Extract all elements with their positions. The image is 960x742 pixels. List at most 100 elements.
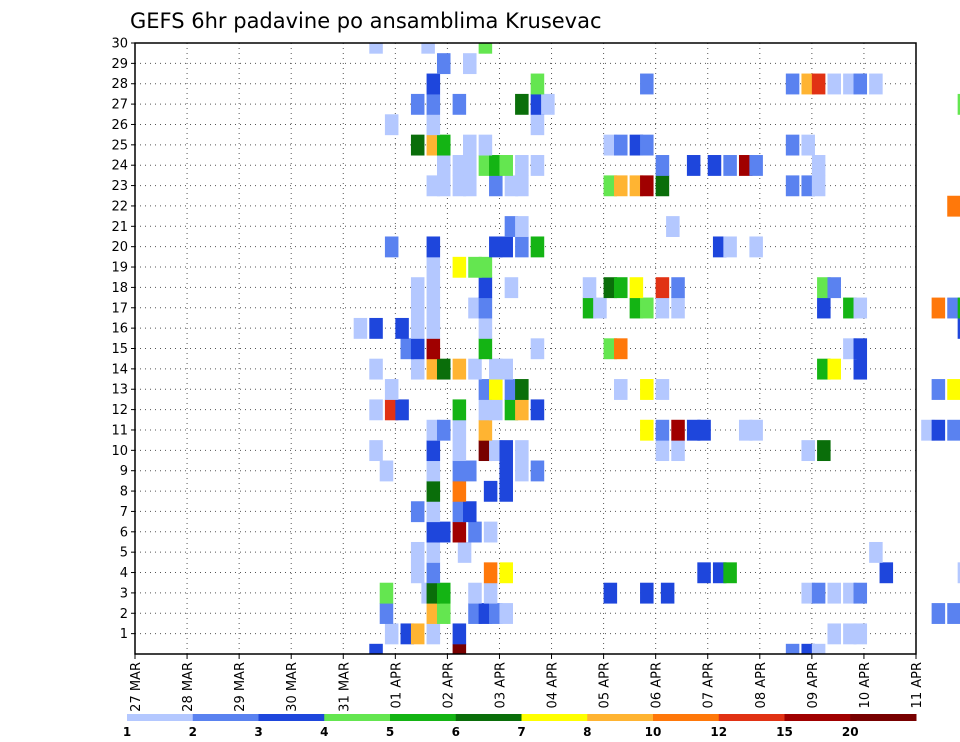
- x-tick-label: 27 MAR: [129, 662, 144, 712]
- data-cell: [931, 379, 946, 400]
- data-cell: [660, 582, 675, 604]
- data-cell: [530, 73, 545, 95]
- data-cell: [947, 603, 960, 624]
- data-cell: [426, 562, 441, 584]
- y-tick-label: 23: [111, 179, 128, 194]
- data-cell: [426, 358, 441, 380]
- y-tick-label: 13: [111, 383, 128, 398]
- data-cell: [655, 155, 670, 176]
- data-cell: [426, 114, 441, 136]
- data-cell: [853, 338, 868, 360]
- data-cell: [410, 358, 425, 380]
- data-cell: [457, 541, 472, 563]
- data-cell: [504, 379, 519, 400]
- data-cell: [426, 419, 441, 441]
- legend-tick-label: 12: [710, 725, 727, 739]
- y-tick-label: 15: [111, 342, 128, 357]
- data-cell: [436, 134, 451, 156]
- data-cell: [530, 114, 545, 136]
- data-cell: [853, 358, 868, 380]
- data-cell: [785, 643, 800, 655]
- data-cell: [478, 440, 493, 462]
- data-cell: [384, 379, 399, 400]
- y-tick-label: 10: [111, 444, 128, 459]
- data-cell: [957, 562, 960, 584]
- x-tick-label: 02 APR: [441, 662, 456, 708]
- y-tick-label: 16: [111, 322, 128, 337]
- data-cell: [499, 480, 513, 502]
- data-cell: [921, 419, 935, 441]
- data-cell: [410, 277, 425, 299]
- data-cell: [801, 175, 815, 197]
- data-cell: [629, 175, 644, 197]
- y-tick-label: 12: [111, 403, 128, 418]
- data-cell: [426, 317, 441, 339]
- data-cell: [478, 379, 493, 400]
- legend-tick-label: 2: [189, 725, 197, 739]
- data-cell: [811, 175, 826, 197]
- data-cell: [463, 501, 477, 523]
- y-tick-label: 11: [111, 423, 128, 438]
- data-cell: [515, 236, 529, 258]
- data-cell: [426, 460, 441, 482]
- data-cell: [489, 440, 503, 462]
- data-cell: [801, 73, 815, 95]
- data-cell: [478, 256, 493, 278]
- data-cell: [489, 379, 503, 400]
- data-cell: [452, 643, 467, 655]
- data-cell: [468, 521, 482, 543]
- data-cell: [504, 399, 519, 421]
- data-cell: [463, 175, 477, 197]
- chart-title: GEFS 6hr padavine po ansamblima Krusevac: [130, 9, 602, 33]
- data-cell: [489, 358, 503, 380]
- y-tick-label: 30: [111, 37, 128, 52]
- data-cell: [869, 73, 883, 95]
- data-cell: [499, 562, 513, 584]
- data-cell: [478, 297, 493, 319]
- data-cell: [478, 277, 493, 299]
- y-tick-label: 28: [111, 77, 128, 92]
- data-cell: [452, 501, 467, 523]
- data-cell: [426, 440, 441, 462]
- data-cell: [468, 358, 482, 380]
- data-cell: [483, 562, 498, 584]
- data-cell: [827, 582, 842, 604]
- data-cell: [463, 53, 477, 75]
- data-cell: [410, 562, 425, 584]
- data-cell: [468, 603, 482, 624]
- data-cell: [452, 440, 467, 462]
- data-cell: [426, 623, 441, 645]
- legend-tick-label: 3: [254, 725, 262, 739]
- data-cell: [426, 93, 441, 115]
- data-cell: [593, 297, 607, 319]
- data-cell: [436, 358, 451, 380]
- data-cell: [369, 399, 383, 421]
- data-cell: [426, 175, 441, 197]
- data-cell: [426, 256, 441, 278]
- data-cell: [749, 419, 763, 441]
- data-cell: [530, 93, 545, 115]
- data-cell: [749, 155, 763, 176]
- x-tick-label: 08 APR: [754, 662, 769, 708]
- data-cell: [530, 236, 545, 258]
- data-cell: [400, 338, 415, 360]
- data-cell: [640, 419, 654, 441]
- x-tick-label: 06 APR: [650, 662, 665, 708]
- data-cell: [452, 419, 467, 441]
- data-cell: [499, 603, 513, 624]
- data-cell: [499, 460, 513, 482]
- data-cell: [379, 603, 394, 624]
- data-cell: [504, 216, 519, 237]
- x-tick-label: 01 APR: [389, 662, 404, 708]
- data-cell: [478, 134, 493, 156]
- data-cell: [707, 155, 722, 176]
- legend-tick-label: 4: [320, 725, 328, 739]
- legend-swatch: [390, 714, 457, 721]
- data-cell: [614, 134, 628, 156]
- y-tick-label: 19: [111, 261, 128, 276]
- data-cell: [947, 297, 960, 319]
- data-cell: [603, 338, 618, 360]
- data-cell: [436, 419, 451, 441]
- data-cell: [515, 399, 529, 421]
- data-cell: [504, 175, 519, 197]
